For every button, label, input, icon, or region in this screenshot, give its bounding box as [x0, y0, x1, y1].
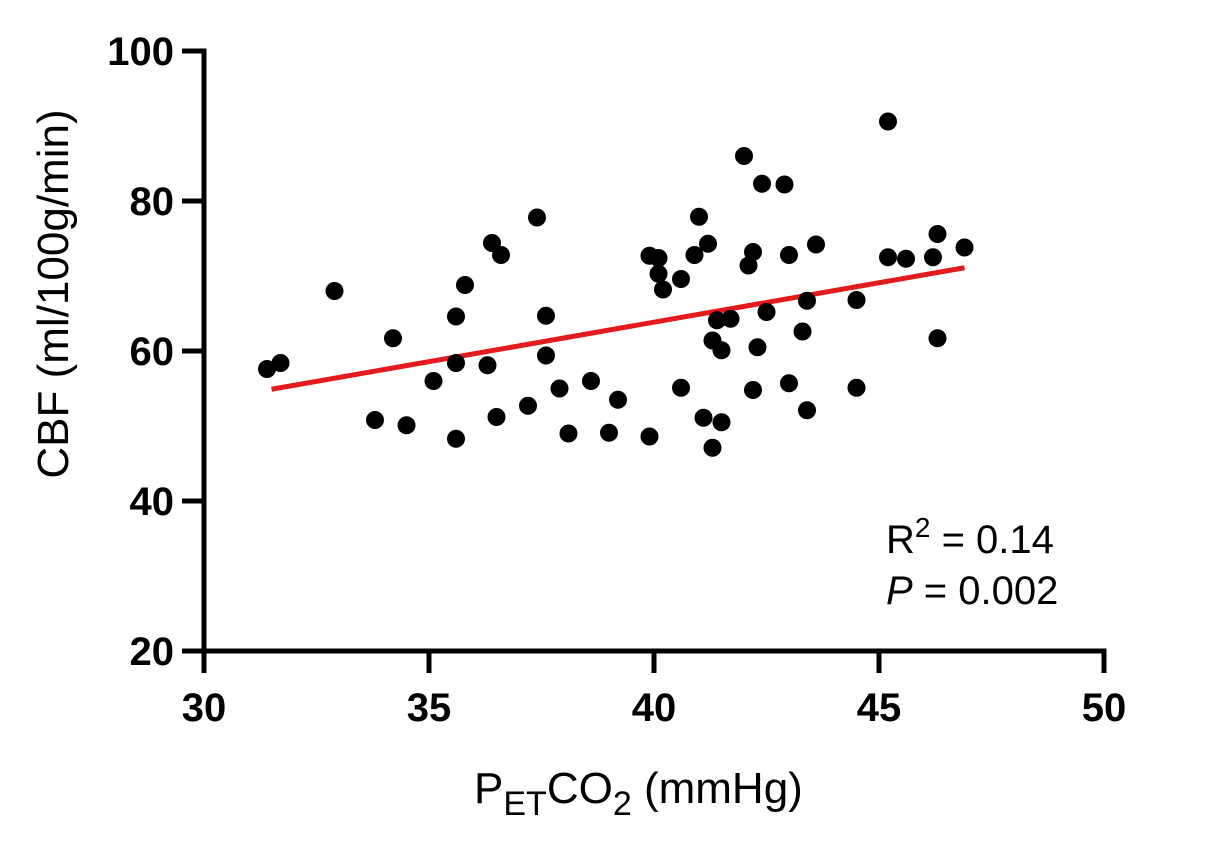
y-tick-label: 20 [130, 630, 175, 674]
data-point [703, 438, 722, 457]
p-value: = 0.002 [913, 569, 1059, 613]
data-point [537, 346, 555, 365]
data-point [325, 282, 344, 300]
data-point [928, 225, 947, 243]
data-point [447, 354, 465, 372]
x-tick-label: 35 [407, 686, 452, 730]
data-point [807, 235, 825, 254]
data-point [559, 424, 578, 443]
data-point [897, 249, 915, 268]
data-point [685, 246, 704, 264]
data-point [721, 309, 740, 328]
data-point [744, 243, 762, 261]
data-point [690, 207, 708, 226]
x-tick-label: 50 [1082, 686, 1127, 730]
data-point [654, 280, 672, 299]
r2-value: = 0.14 [930, 518, 1053, 562]
data-point [780, 374, 798, 393]
data-point [879, 248, 897, 267]
data-point [519, 396, 537, 415]
x-tick-label: 30 [182, 686, 227, 730]
plot-area: 20 40 60 80 100 30 35 40 45 50 [107, 30, 1126, 730]
data-point [699, 234, 717, 253]
data-point [735, 147, 753, 165]
data-point [478, 356, 497, 375]
data-point [672, 378, 690, 397]
x-axis-title: PETCO2 (mmHg) [474, 764, 803, 823]
data-point [258, 360, 276, 378]
data-point [780, 246, 798, 264]
data-point [550, 379, 569, 398]
data-point [928, 329, 947, 348]
data-point [582, 372, 600, 390]
data-point [753, 174, 771, 193]
y-axis-title: CBF (ml/100g/min) [29, 109, 78, 478]
data-point [456, 276, 474, 294]
data-point [640, 427, 659, 446]
r-squared-annotation: R2 = 0.14 [886, 512, 1054, 562]
y-tick-label: 80 [130, 180, 175, 224]
data-point [397, 416, 416, 435]
data-point [847, 291, 866, 309]
r2-label: R [886, 518, 915, 562]
data-point [712, 341, 731, 360]
data-point [528, 208, 546, 227]
data-point [537, 306, 555, 325]
data-point [384, 329, 402, 348]
data-point [775, 175, 794, 194]
p-label: P [886, 569, 913, 613]
regression-line [271, 265, 965, 392]
x-axis-title-tail: (mmHg) [632, 764, 803, 813]
data-point [712, 413, 731, 432]
data-point [924, 248, 942, 267]
data-point [748, 338, 767, 357]
x-tick-label: 45 [857, 686, 902, 730]
data-point [447, 429, 465, 448]
data-point [649, 249, 668, 267]
data-point [694, 408, 713, 427]
data-point [649, 264, 668, 283]
y-tick-label: 60 [130, 330, 175, 374]
data-point [955, 238, 974, 257]
x-axis-title-sub2: 2 [613, 785, 632, 823]
data-point [271, 354, 290, 372]
data-point [879, 112, 897, 131]
data-point [793, 322, 812, 341]
r2-superscript: 2 [915, 512, 931, 543]
data-point [424, 372, 443, 390]
data-point [798, 401, 816, 420]
x-axis-title-sub1: ET [503, 785, 546, 823]
data-point [492, 246, 510, 264]
data-point [447, 307, 465, 326]
data-point [600, 423, 618, 442]
data-point [708, 311, 726, 330]
data-point [744, 381, 762, 399]
x-axis-title-main: P [474, 764, 503, 813]
p-value-annotation: P = 0.002 [886, 569, 1058, 613]
x-tick-label: 40 [632, 686, 677, 730]
data-point [366, 411, 384, 429]
data-point [757, 303, 776, 321]
y-tick-label: 40 [130, 480, 175, 524]
data-point [609, 390, 627, 409]
data-point [847, 378, 866, 397]
data-point [672, 270, 690, 288]
data-point [798, 291, 816, 310]
data-point [487, 408, 506, 426]
y-tick-label: 100 [107, 30, 174, 74]
x-axis-title-mid: CO [547, 764, 613, 813]
